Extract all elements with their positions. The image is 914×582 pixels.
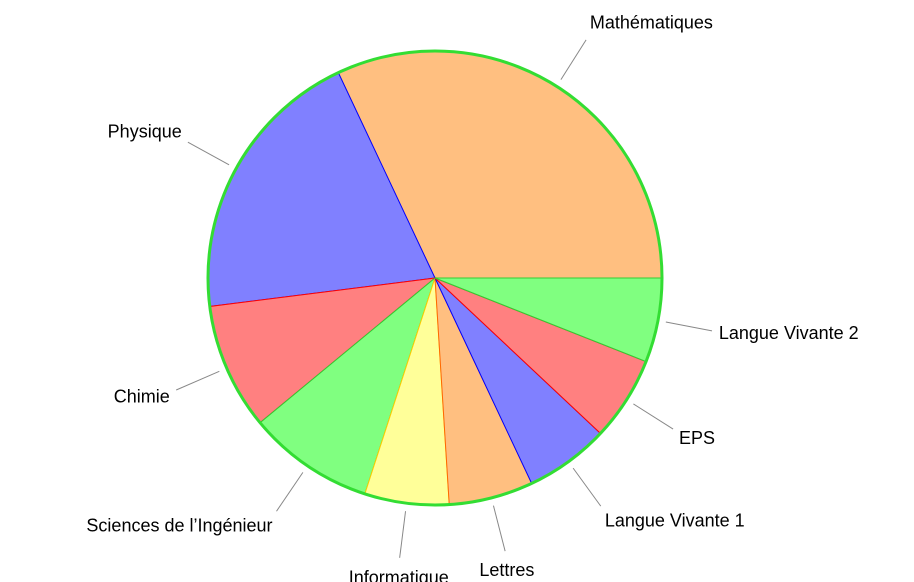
leader-line xyxy=(276,472,304,512)
leader-line xyxy=(399,511,407,558)
leader-line xyxy=(560,39,587,80)
slice-label: Informatique xyxy=(349,567,449,582)
slice-label: Lettres xyxy=(479,560,534,580)
pie-outline xyxy=(206,49,664,507)
leader-line xyxy=(175,370,220,391)
leader-line xyxy=(633,403,674,430)
leader-line xyxy=(187,141,230,166)
slice-label: Physique xyxy=(108,122,182,142)
slice-label: Sciences de l’Ingénieur xyxy=(86,516,272,536)
slice-label: Chimie xyxy=(114,386,170,406)
slice-label: Mathématiques xyxy=(590,13,713,33)
slice-label: Langue Vivante 1 xyxy=(605,510,745,530)
leader-line xyxy=(665,321,713,332)
slice-label: EPS xyxy=(679,428,715,448)
leader-line xyxy=(492,505,506,552)
slice-label: Langue Vivante 2 xyxy=(719,323,859,343)
leader-line xyxy=(572,467,602,507)
